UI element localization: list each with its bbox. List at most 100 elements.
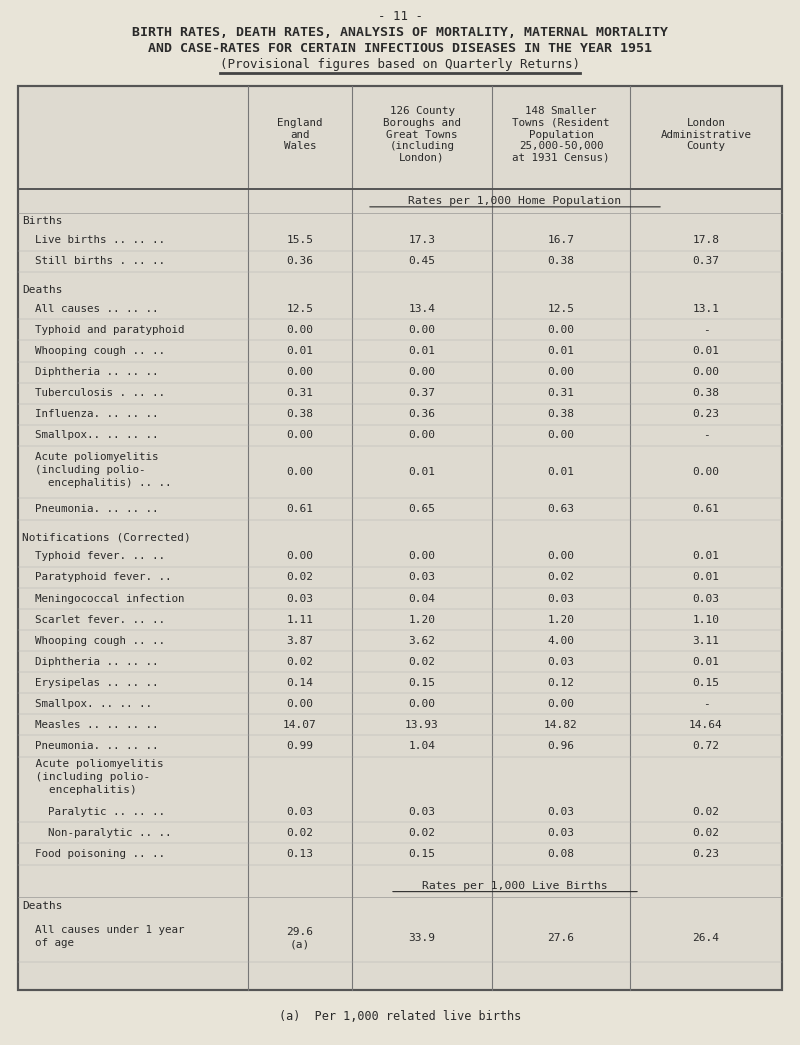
Text: Pneumonia. .. .. ..: Pneumonia. .. .. ..: [22, 504, 158, 514]
Text: Live births .. .. ..: Live births .. .. ..: [22, 235, 165, 246]
Text: All causes under 1 year
  of age: All causes under 1 year of age: [22, 925, 185, 948]
Text: Measles .. .. .. ..: Measles .. .. .. ..: [22, 720, 158, 730]
Text: 0.01: 0.01: [286, 346, 314, 356]
Text: 0.03: 0.03: [547, 807, 574, 817]
Text: 0.61: 0.61: [693, 504, 719, 514]
Text: 0.15: 0.15: [409, 849, 435, 859]
Text: 0.38: 0.38: [693, 388, 719, 398]
Text: 0.00: 0.00: [286, 467, 314, 478]
Text: Acute poliomyelitis
  (including polio-
    encephalitis): Acute poliomyelitis (including polio- en…: [22, 759, 164, 795]
Text: 0.02: 0.02: [693, 828, 719, 838]
Text: Erysipelas .. .. ..: Erysipelas .. .. ..: [22, 678, 158, 688]
Text: 0.31: 0.31: [547, 388, 574, 398]
Text: Notifications (Corrected): Notifications (Corrected): [22, 532, 190, 542]
Text: 12.5: 12.5: [286, 304, 314, 314]
Text: Paratyphoid fever. ..: Paratyphoid fever. ..: [22, 573, 171, 582]
Text: 126 County
Boroughs and
Great Towns
(including
London): 126 County Boroughs and Great Towns (inc…: [383, 107, 461, 163]
Text: 15.5: 15.5: [286, 235, 314, 246]
Text: 0.00: 0.00: [547, 325, 574, 334]
Text: 0.00: 0.00: [547, 431, 574, 440]
Text: 0.00: 0.00: [693, 467, 719, 478]
Text: 0.02: 0.02: [409, 656, 435, 667]
Text: 0.01: 0.01: [693, 573, 719, 582]
Text: Tuberculosis . .. ..: Tuberculosis . .. ..: [22, 388, 165, 398]
Text: 0.00: 0.00: [286, 699, 314, 709]
Text: 27.6: 27.6: [547, 933, 574, 944]
Text: Meningococcal infection: Meningococcal infection: [22, 594, 185, 604]
Text: 0.15: 0.15: [409, 678, 435, 688]
Text: 0.02: 0.02: [547, 573, 574, 582]
Bar: [18, 86, 782, 990]
Text: 0.31: 0.31: [286, 388, 314, 398]
Text: London
Administrative
County: London Administrative County: [661, 118, 751, 152]
Text: 0.23: 0.23: [693, 849, 719, 859]
Text: 0.00: 0.00: [409, 367, 435, 377]
Text: 0.61: 0.61: [286, 504, 314, 514]
Text: -: -: [702, 325, 710, 334]
Text: 26.4: 26.4: [693, 933, 719, 944]
Text: 0.00: 0.00: [409, 325, 435, 334]
Text: 13.4: 13.4: [409, 304, 435, 314]
Text: Rates per 1,000 Live Births: Rates per 1,000 Live Births: [422, 881, 608, 890]
Text: 1.11: 1.11: [286, 614, 314, 625]
Text: 17.8: 17.8: [693, 235, 719, 246]
Text: Diphtheria .. .. ..: Diphtheria .. .. ..: [22, 367, 158, 377]
Text: 0.37: 0.37: [409, 388, 435, 398]
Text: 0.03: 0.03: [286, 807, 314, 817]
Text: 0.04: 0.04: [409, 594, 435, 604]
Text: Smallpox.. .. .. ..: Smallpox.. .. .. ..: [22, 431, 158, 440]
Text: 14.82: 14.82: [544, 720, 578, 730]
Text: 0.02: 0.02: [286, 573, 314, 582]
Bar: [18, 86, 782, 990]
Text: 0.00: 0.00: [409, 431, 435, 440]
Text: Deaths: Deaths: [22, 284, 62, 295]
Text: Smallpox. .. .. ..: Smallpox. .. .. ..: [22, 699, 152, 709]
Text: 0.36: 0.36: [286, 256, 314, 266]
Text: 0.01: 0.01: [409, 467, 435, 478]
Text: 0.02: 0.02: [409, 828, 435, 838]
Text: 14.64: 14.64: [689, 720, 723, 730]
Text: 0.38: 0.38: [286, 410, 314, 419]
Text: 0.00: 0.00: [286, 367, 314, 377]
Text: 0.72: 0.72: [693, 741, 719, 751]
Text: Paralytic .. .. ..: Paralytic .. .. ..: [22, 807, 165, 817]
Text: 14.07: 14.07: [283, 720, 317, 730]
Text: -: -: [702, 431, 710, 440]
Text: 0.38: 0.38: [547, 410, 574, 419]
Text: All causes .. .. ..: All causes .. .. ..: [22, 304, 158, 314]
Text: 0.01: 0.01: [693, 656, 719, 667]
Text: 33.9: 33.9: [409, 933, 435, 944]
Text: 0.03: 0.03: [547, 656, 574, 667]
Text: 0.01: 0.01: [409, 346, 435, 356]
Text: - 11 -: - 11 -: [378, 10, 422, 23]
Text: 0.03: 0.03: [547, 828, 574, 838]
Text: 0.01: 0.01: [547, 346, 574, 356]
Text: 0.03: 0.03: [693, 594, 719, 604]
Text: 13.1: 13.1: [693, 304, 719, 314]
Text: 0.02: 0.02: [286, 828, 314, 838]
Text: 0.12: 0.12: [547, 678, 574, 688]
Text: 0.15: 0.15: [693, 678, 719, 688]
Text: 0.13: 0.13: [286, 849, 314, 859]
Text: Pneumonia. .. .. ..: Pneumonia. .. .. ..: [22, 741, 158, 751]
Text: Births: Births: [22, 216, 62, 227]
Text: Typhoid and paratyphoid: Typhoid and paratyphoid: [22, 325, 185, 334]
Text: 148 Smaller
Towns (Resident
Population
25,000-50,000
at 1931 Census): 148 Smaller Towns (Resident Population 2…: [512, 107, 610, 163]
Text: 0.00: 0.00: [547, 367, 574, 377]
Text: 0.45: 0.45: [409, 256, 435, 266]
Bar: [18, 86, 782, 990]
Text: 1.20: 1.20: [409, 614, 435, 625]
Text: 0.65: 0.65: [409, 504, 435, 514]
Text: (a)  Per 1,000 related live births: (a) Per 1,000 related live births: [279, 1011, 521, 1023]
Text: 0.23: 0.23: [693, 410, 719, 419]
Text: 3.11: 3.11: [693, 635, 719, 646]
Text: Still births . .. ..: Still births . .. ..: [22, 256, 165, 266]
Text: 0.00: 0.00: [547, 552, 574, 561]
Text: 0.38: 0.38: [547, 256, 574, 266]
Text: 1.04: 1.04: [409, 741, 435, 751]
Text: 0.01: 0.01: [693, 346, 719, 356]
Text: 0.03: 0.03: [409, 573, 435, 582]
Text: 12.5: 12.5: [547, 304, 574, 314]
Text: 4.00: 4.00: [547, 635, 574, 646]
Text: England
and
Wales: England and Wales: [278, 118, 322, 152]
